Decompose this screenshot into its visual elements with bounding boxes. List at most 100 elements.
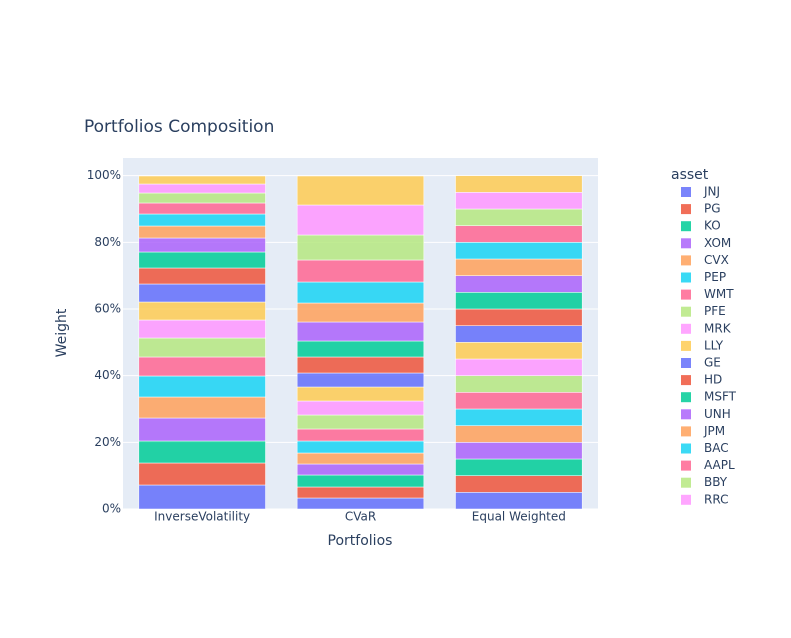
bar-segment <box>296 428 425 442</box>
bar-segment <box>138 337 266 358</box>
legend-label: GE <box>704 356 721 370</box>
bar-segment <box>455 225 583 243</box>
bar-segment <box>455 275 583 293</box>
bar-segment <box>138 183 266 194</box>
x-tick-label: InverseVolatility <box>154 510 250 524</box>
bar-segment <box>138 192 266 204</box>
legend-swatch <box>681 289 691 300</box>
bar-segment <box>296 321 425 342</box>
bar-segment <box>296 175 425 206</box>
legend-swatch <box>681 358 691 368</box>
bar-segment <box>296 414 425 430</box>
y-tick-label: 0% <box>102 502 121 516</box>
bar-segment <box>138 462 266 486</box>
bar-segment <box>455 342 583 360</box>
bar-segment <box>455 408 583 426</box>
bar-segment <box>296 204 425 236</box>
legend-label: AAPL <box>704 458 735 472</box>
bar-segment <box>455 192 583 210</box>
legend-label: BAC <box>704 441 729 455</box>
bar-segment <box>296 486 425 499</box>
bar-segment <box>296 400 425 416</box>
bar-segment <box>455 258 583 276</box>
bar-segment <box>455 492 583 510</box>
bar-segment <box>455 308 583 326</box>
bar-segment <box>296 463 425 476</box>
legend-label: KO <box>704 219 721 233</box>
legend-label: BBY <box>704 475 728 489</box>
legend-label: LLY <box>704 338 724 352</box>
legend-swatch <box>681 204 691 215</box>
legend-label: RRC <box>704 492 728 506</box>
bar-segment <box>455 458 583 476</box>
bar-segment <box>296 281 425 304</box>
bar-segment <box>138 225 266 239</box>
legend-label: HD <box>704 373 722 387</box>
bar-segment <box>296 234 425 261</box>
legend-label: XOM <box>704 236 731 250</box>
legend-swatch <box>681 323 691 334</box>
bar-segment <box>296 356 425 374</box>
legend-swatch <box>681 375 691 386</box>
y-axis-title: Weight <box>54 308 70 357</box>
bar-segment <box>296 372 425 388</box>
legend-swatch <box>681 306 691 317</box>
legend-swatch <box>681 460 691 471</box>
legend-label: JNJ <box>703 185 720 199</box>
bar-segment <box>138 319 266 339</box>
bar-segment <box>455 475 583 493</box>
bar-segment <box>455 442 583 460</box>
bar-segment <box>455 292 583 310</box>
bar-segment <box>138 440 266 464</box>
legend-title: asset <box>671 167 709 183</box>
legend-swatch <box>681 426 691 437</box>
legend-swatch <box>681 494 691 505</box>
bar-segment <box>138 301 266 321</box>
x-axis-title: Portfolios <box>328 533 393 549</box>
bar-segment <box>455 375 583 393</box>
legend-swatch <box>681 409 691 420</box>
y-tick-label: 80% <box>94 235 121 249</box>
bar-segment <box>296 440 425 454</box>
bar-segment <box>138 356 266 377</box>
legend-swatch <box>681 187 691 197</box>
legend-label: CVX <box>704 253 729 267</box>
legend-label: PEP <box>704 270 726 284</box>
legend-label: PFE <box>704 304 726 318</box>
legend-swatch <box>681 443 691 454</box>
bar-segment <box>455 242 583 260</box>
chart-title: Portfolios Composition <box>84 117 274 137</box>
y-tick-label: 60% <box>94 302 121 316</box>
bar-segment <box>296 386 425 402</box>
bar-segment <box>138 267 266 285</box>
bar-segment <box>296 340 425 358</box>
bar-segment <box>138 396 266 419</box>
bar-segment <box>138 484 266 510</box>
bar-segment <box>138 375 266 398</box>
bar-segment <box>296 302 425 323</box>
legend-swatch <box>681 272 691 283</box>
bar-segment <box>296 497 425 510</box>
y-tick-label: 40% <box>94 368 121 382</box>
bar-segment <box>455 425 583 443</box>
legend-swatch <box>681 392 691 403</box>
bar-segment <box>455 358 583 376</box>
legend-label: UNH <box>704 407 731 421</box>
x-tick-label: Equal Weighted <box>472 510 566 524</box>
y-tick-label: 20% <box>94 435 121 449</box>
bar-segment <box>138 251 266 269</box>
bar-segment <box>138 175 266 185</box>
bar-segment <box>455 392 583 410</box>
y-tick-label: 100% <box>87 168 121 182</box>
legend-swatch <box>681 221 691 232</box>
legend-swatch <box>681 255 691 266</box>
x-tick-label: CVaR <box>345 510 376 524</box>
legend-swatch <box>681 238 691 249</box>
bar-segment <box>138 283 266 303</box>
bar-segment <box>455 325 583 343</box>
bar-segment <box>296 474 425 488</box>
legend-label: MRK <box>704 321 732 335</box>
legend-label: PG <box>704 202 721 216</box>
legend-label: MSFT <box>704 390 737 404</box>
